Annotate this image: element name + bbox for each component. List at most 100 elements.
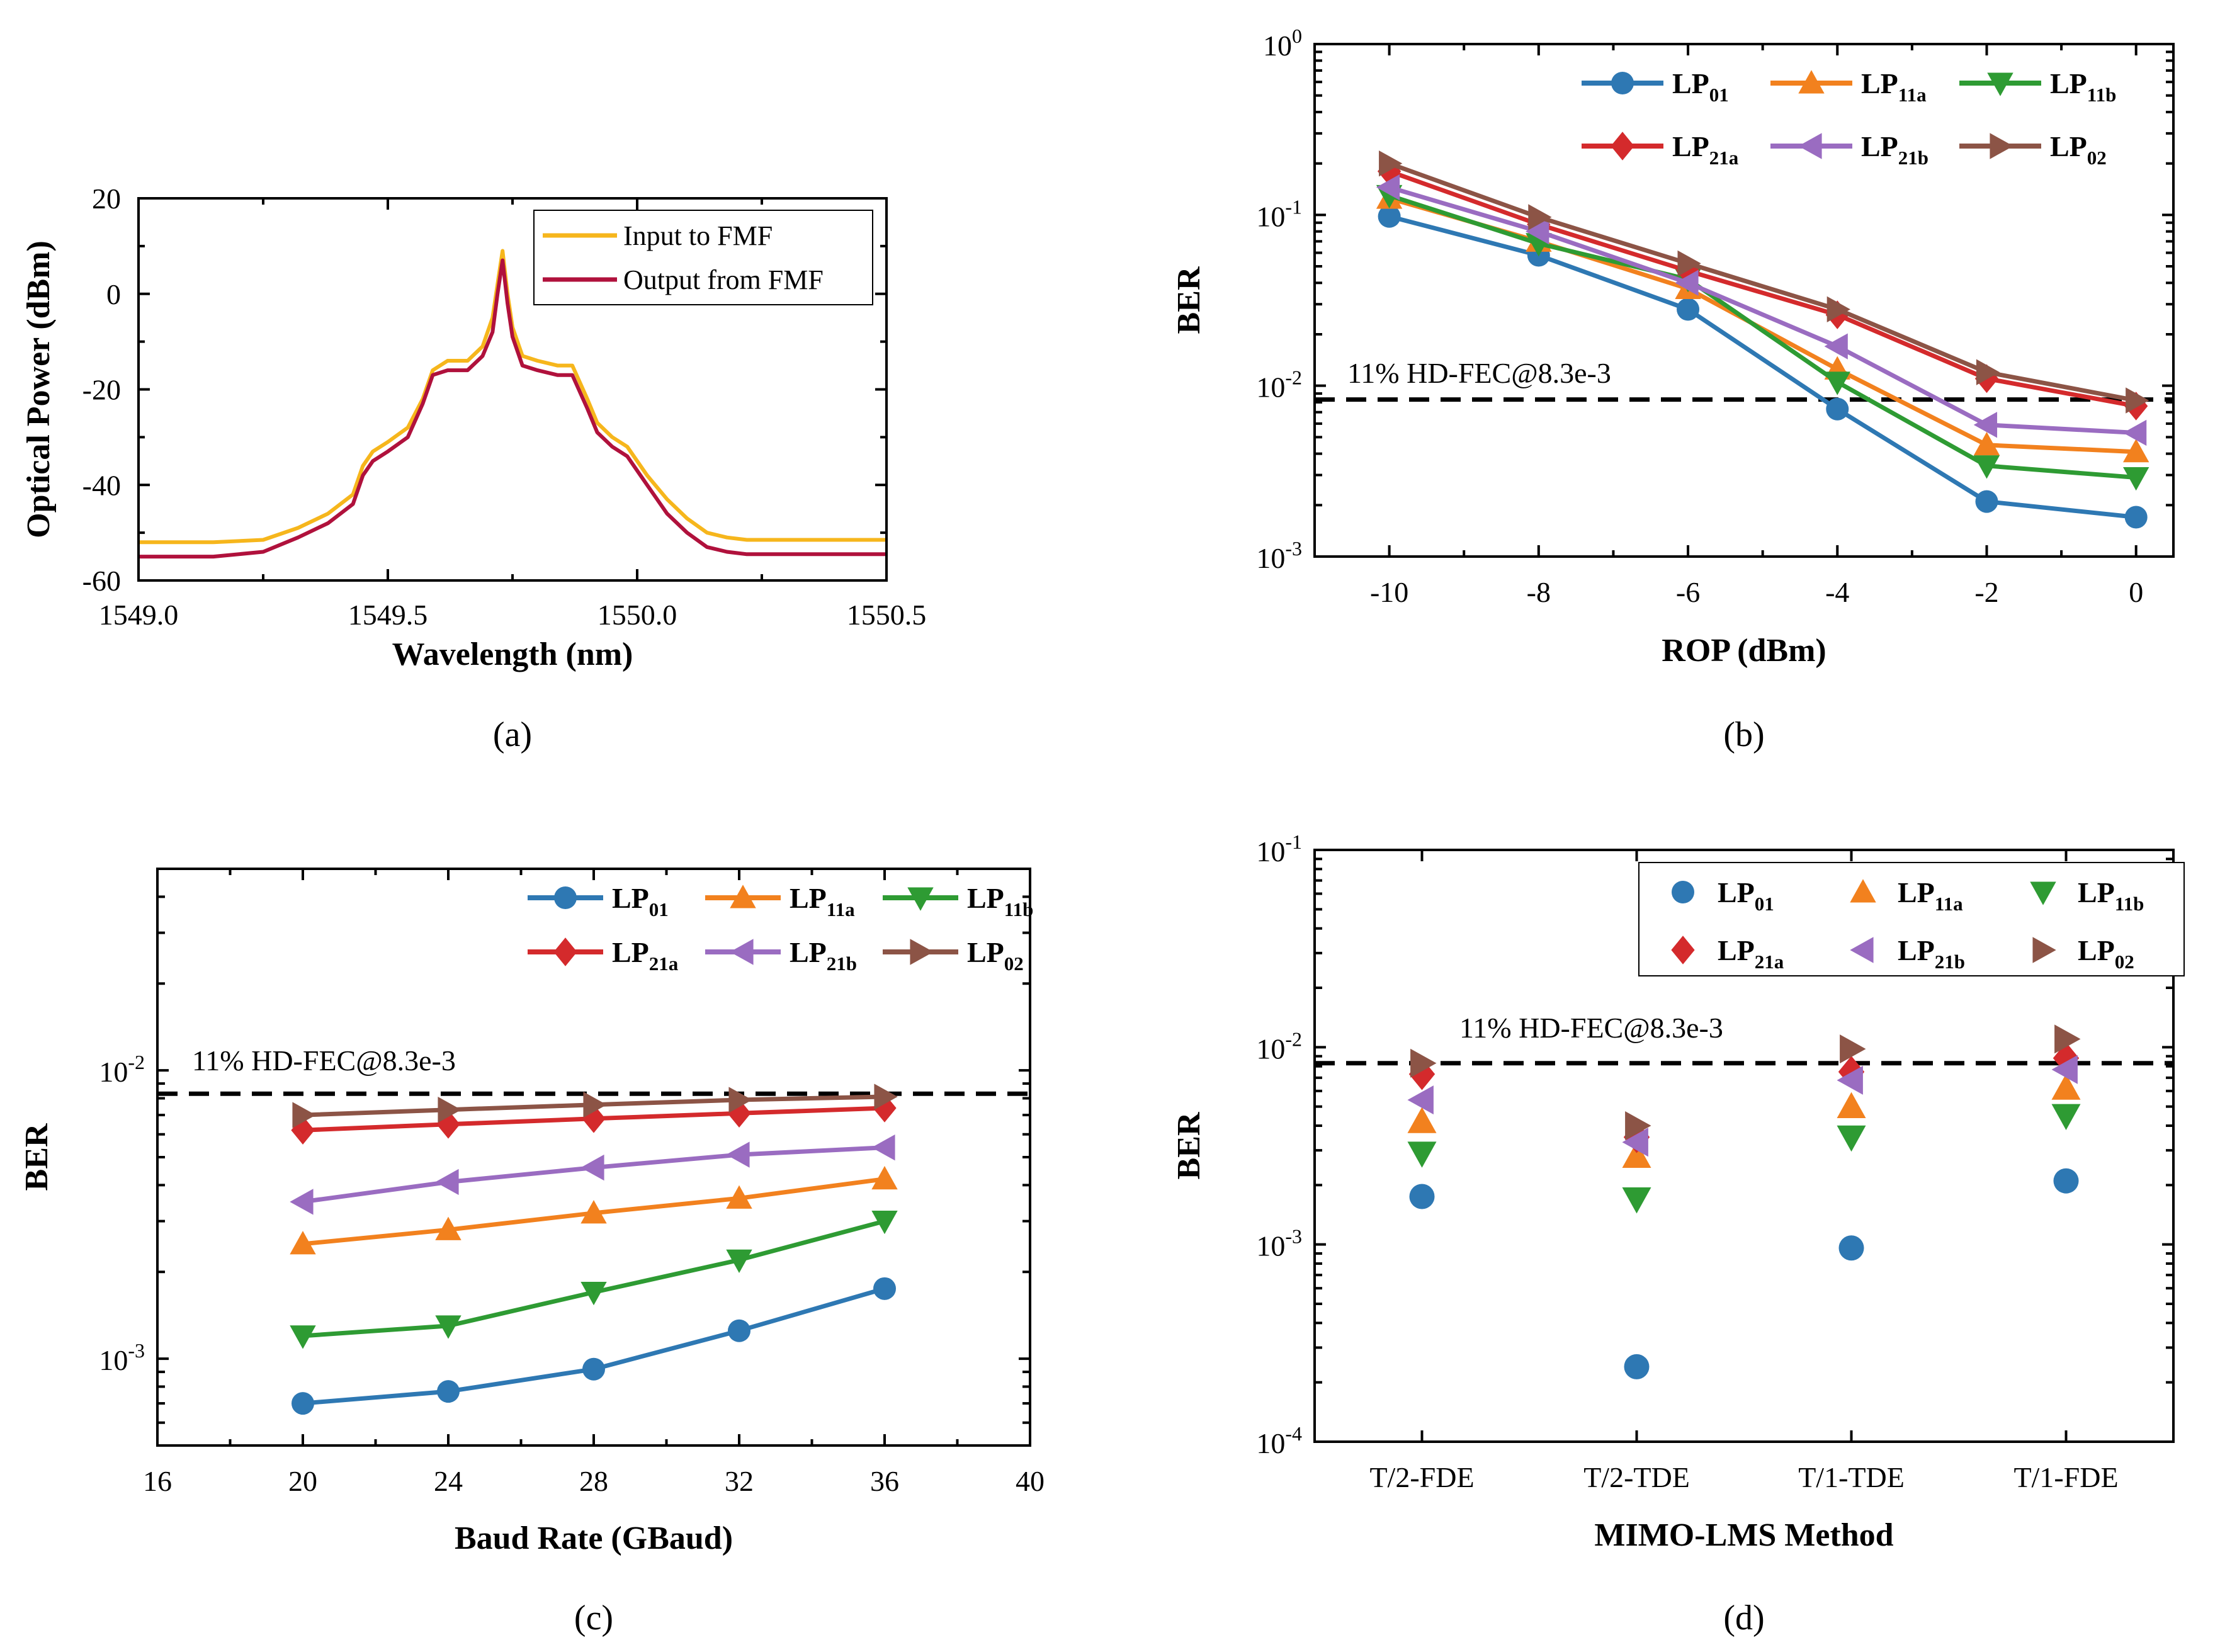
plot-frame-d — [1313, 849, 2175, 1443]
panel-b: 11% HD-FEC@8.3e-3 -10 -8 -6 -4 -2 0 10-3 10-2 10-… — [1171, 25, 2175, 754]
data-point-LP11a — [2051, 1073, 2081, 1100]
y-axis-label: BER — [1171, 266, 1207, 334]
x-axis-label: Wavelength (nm) — [392, 636, 633, 672]
panel-a: 1549.0 1549.5 1550.0 1550.5 -60 -40 -20 0 20 Wave… — [21, 183, 926, 754]
legend-label-LP02: LP02 — [2050, 130, 2107, 169]
data-point-LP21b — [1824, 333, 1848, 359]
data-point-LP01 — [1838, 1235, 1864, 1261]
series-line-LP21b — [1388, 185, 2136, 435]
data-point-LP21b — [726, 1141, 750, 1168]
data-point-LP11a — [871, 1165, 898, 1190]
data-point-LP21b — [2051, 1055, 2078, 1084]
x-tick-label: T/1-TDE — [1798, 1461, 1905, 1493]
threshold-label: 11% HD-FEC@8.3e-3 — [192, 1044, 456, 1077]
legend-marker-LP11a — [1850, 879, 1876, 903]
y-tick-label: 10-2 — [99, 1051, 145, 1088]
x-tick-label: 28 — [579, 1465, 608, 1497]
data-point-LP11b — [1407, 1141, 1437, 1168]
x-tick-label: T/2-TDE — [1583, 1461, 1690, 1493]
data-point-LP21b — [1837, 1065, 1863, 1095]
x-tick-label: -10 — [1370, 576, 1408, 608]
data-point-LP02 — [1379, 150, 1403, 177]
y-tick-label: 10-3 — [1256, 1225, 1302, 1262]
legend-marker-LP02 — [910, 939, 934, 965]
legend-label-LP01: LP01 — [1718, 876, 1774, 915]
y-axis-label: BER — [19, 1123, 55, 1191]
legend-label-LP01: LP01 — [1672, 67, 1729, 106]
data-point-LP11a — [290, 1231, 316, 1255]
data-point-LP02 — [2126, 387, 2149, 414]
data-point-LP21a — [2053, 1042, 2080, 1075]
data-point-LP21b — [2122, 419, 2147, 446]
data-point-LP11b — [2051, 1104, 2081, 1130]
x-axis-label: ROP (dBm) — [1662, 633, 1826, 669]
caption-b: (b) — [1723, 715, 1764, 754]
data-point-LP02 — [1410, 1048, 1437, 1078]
data-point-LP21b — [871, 1134, 895, 1161]
data-point-LP11a — [1407, 1107, 1437, 1133]
x-tick-label: 1549.0 — [99, 599, 179, 631]
data-point-LP02 — [1826, 296, 1850, 323]
data-point-LP11a — [1622, 1141, 1651, 1168]
y-tick-label: -60 — [82, 565, 121, 597]
legend-marker-LP11a — [730, 885, 756, 908]
legend-label-LP11a: LP11a — [1861, 67, 1927, 106]
legend-marker-LP11b — [1987, 72, 2013, 96]
legend-label-LP11b: LP11b — [2050, 67, 2116, 106]
series-line-LP11b — [302, 1219, 885, 1338]
x-tick-label: 1549.5 — [348, 599, 428, 631]
data-point-LP11b — [1837, 1125, 1866, 1152]
data-point-LP02 — [1840, 1034, 1866, 1064]
legend-label-LP21b: LP21b — [790, 936, 857, 975]
legend-label-LP11a: LP11a — [790, 882, 855, 920]
x-tick-label: 16 — [143, 1465, 172, 1497]
legend-marker-LP21a — [553, 937, 577, 966]
data-point-LP11b — [726, 1249, 752, 1273]
legend-label-LP21b: LP21b — [1861, 130, 1928, 169]
data-point-LP01 — [728, 1319, 750, 1342]
data-point-LP01 — [1409, 1184, 1435, 1209]
data-point-LP21b — [1407, 1085, 1434, 1115]
data-point-LP02 — [728, 1087, 752, 1113]
data-point-LP02 — [1528, 204, 1552, 230]
x-tick-label: -4 — [1825, 576, 1849, 608]
legend-marker-LP02 — [2032, 937, 2056, 963]
legend-label-LP11b: LP11b — [2078, 876, 2144, 915]
data-point-LP21b — [435, 1168, 459, 1196]
data-point-LP21b — [1675, 269, 1699, 297]
data-point-LP21b — [290, 1189, 314, 1215]
data-point-LP21b — [1526, 218, 1549, 245]
series-line-LP11a — [1388, 196, 2136, 455]
y-tick-label: -20 — [82, 374, 121, 406]
x-tick-label: T/2-FDE — [1369, 1461, 1474, 1493]
legend-marker-LP21b — [1850, 937, 1874, 963]
y-tick-label: 100 — [1263, 25, 1302, 62]
data-point-LP11b — [1824, 371, 1850, 395]
legend-label-LP02: LP02 — [2078, 934, 2134, 973]
legend-label-output: Output from FMF — [623, 264, 824, 295]
data-point-LP02 — [1677, 250, 1701, 277]
data-point-LP02 — [583, 1092, 607, 1118]
x-tick-label: -2 — [1974, 576, 1998, 608]
data-point-LP01 — [2053, 1168, 2079, 1194]
y-tick-label: 10-2 — [1256, 366, 1302, 404]
data-point-LP01 — [1624, 1354, 1650, 1379]
data-point-LP21b — [580, 1154, 604, 1181]
data-point-LP11a — [2122, 439, 2149, 463]
legend-marker-LP21b — [730, 939, 754, 965]
data-point-LP11b — [1622, 1187, 1651, 1214]
panel-c: 11% HD-FEC@8.3e-3 16 20 24 28 32 36 40 10-3 10-2 B… — [19, 868, 1045, 1638]
x-tick-label: 1550.0 — [597, 599, 677, 631]
data-point-LP11a — [580, 1200, 607, 1224]
threshold-label: 11% HD-FEC@8.3e-3 — [1347, 357, 1611, 389]
legend-marker-LP01 — [1611, 72, 1634, 94]
legend-marker-LP02 — [1990, 133, 2013, 159]
data-point-LP01 — [582, 1357, 605, 1381]
legend-label-input: Input to FMF — [623, 220, 773, 251]
x-tick-label: 40 — [1016, 1465, 1045, 1497]
data-point-LP11b — [435, 1315, 462, 1339]
data-point-LP01 — [1677, 298, 1700, 321]
threshold-label: 11% HD-FEC@8.3e-3 — [1459, 1012, 1723, 1044]
legend-label-LP02: LP02 — [967, 936, 1024, 975]
series-line-LP01 — [1388, 214, 2137, 519]
